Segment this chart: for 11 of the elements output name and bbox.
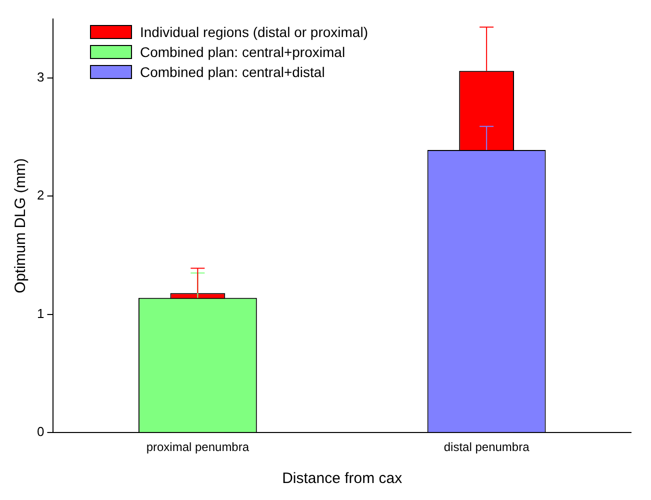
y-axis-title: Optimum DLG (mm) [12,158,30,294]
y-tick-label: 3 [36,69,44,84]
y-tick-label: 1 [36,306,44,321]
legend-label: Combined plan: central+distal [140,63,325,82]
x-tick-label: distal penumbra [444,440,530,454]
x-axis-title: Distance from cax [282,470,403,488]
y-tick-label: 0 [36,424,44,440]
y-tick-label: 2 [36,188,44,203]
x-tick-label: proximal penumbra [146,440,250,454]
legend-label: Combined plan: central+proximal [140,43,346,62]
legend-label: Individual regions (distal or proximal) [140,23,368,42]
